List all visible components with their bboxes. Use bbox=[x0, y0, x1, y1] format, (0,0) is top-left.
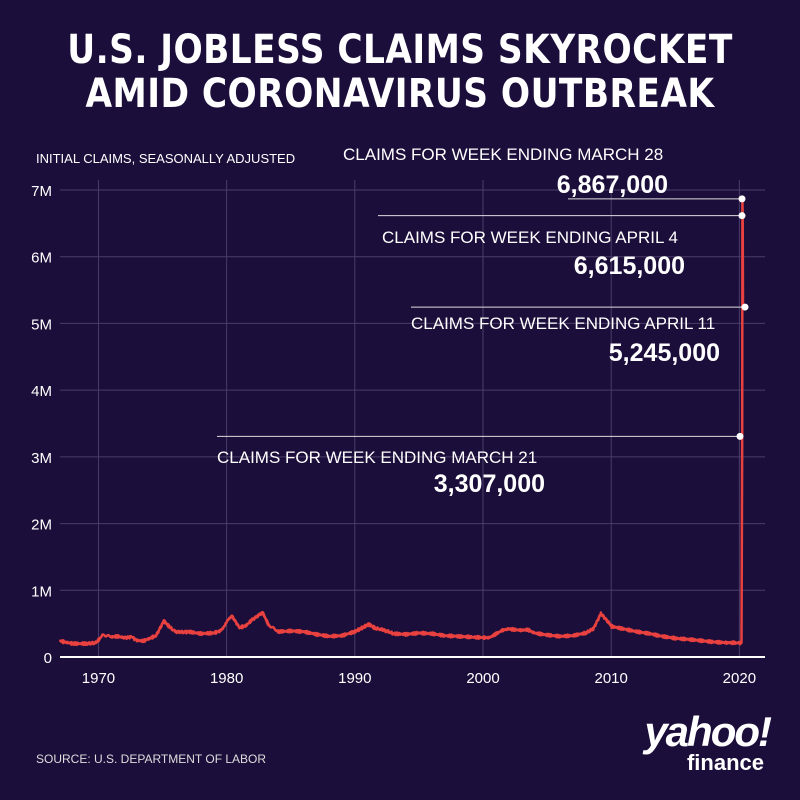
y-tick-label: 5M bbox=[31, 316, 52, 333]
annotation-point bbox=[741, 303, 749, 311]
y-axis-label: INITIAL CLAIMS, SEASONALLY ADJUSTED bbox=[36, 151, 295, 166]
claims-series-line bbox=[58, 197, 745, 647]
title-line-1: U.S. JOBLESS CLAIMS SKYROCKET bbox=[67, 27, 733, 73]
annotation-label: CLAIMS FOR WEEK ENDING MARCH 21 bbox=[217, 448, 537, 467]
annotation-value: 3,307,000 bbox=[434, 470, 545, 498]
annotation-value: 6,867,000 bbox=[557, 171, 668, 199]
y-tick-label: 7M bbox=[31, 183, 52, 200]
annotation-point bbox=[738, 195, 746, 203]
y-tick-label: 1M bbox=[31, 583, 52, 600]
y-tick-label: 0 bbox=[44, 650, 52, 667]
title-line-2: AMID CORONAVIRUS OUTBREAK bbox=[85, 71, 715, 117]
annotation-point bbox=[736, 432, 744, 440]
x-tick-label: 2000 bbox=[466, 670, 499, 687]
annotation-point bbox=[738, 212, 746, 220]
x-tick-label: 2020 bbox=[723, 670, 756, 687]
yahoo-finance-logo: yahoo! finance bbox=[628, 708, 772, 775]
annotation-value: 6,615,000 bbox=[574, 252, 685, 280]
logo-sub: finance bbox=[686, 750, 764, 775]
logo-main: yahoo! bbox=[644, 708, 772, 755]
y-tick-label: 2M bbox=[31, 517, 52, 534]
y-tick-label: 4M bbox=[31, 383, 52, 400]
annotation-label: CLAIMS FOR WEEK ENDING MARCH 28 bbox=[343, 145, 663, 164]
x-tick-label: 1980 bbox=[210, 670, 243, 687]
x-tick-label: 1990 bbox=[338, 670, 371, 687]
annotation-label: CLAIMS FOR WEEK ENDING APRIL 11 bbox=[411, 314, 715, 333]
x-tick-label: 2010 bbox=[594, 670, 627, 687]
source-note: SOURCE: U.S. DEPARTMENT OF LABOR bbox=[36, 752, 267, 766]
x-tick-label: 1970 bbox=[82, 670, 115, 687]
y-tick-label: 3M bbox=[31, 450, 52, 467]
annotation-value: 5,245,000 bbox=[609, 339, 720, 367]
y-tick-label: 6M bbox=[31, 250, 52, 267]
annotation-label: CLAIMS FOR WEEK ENDING APRIL 4 bbox=[382, 228, 678, 247]
chart-title: U.S. JOBLESS CLAIMS SKYROCKET AMID CORON… bbox=[56, 28, 744, 116]
